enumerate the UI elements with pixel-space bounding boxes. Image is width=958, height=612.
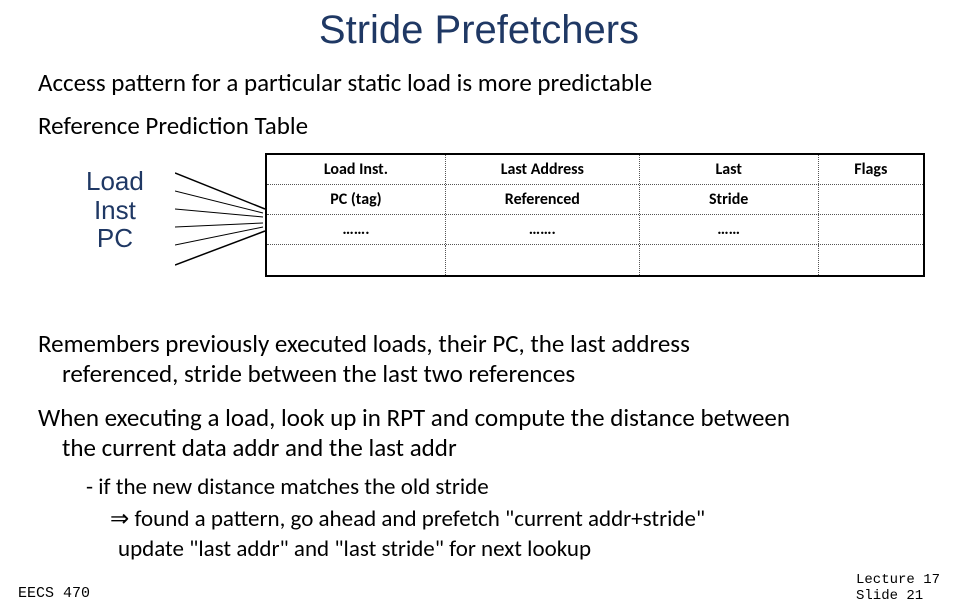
intro-line-1: Access pattern for a particular static l… — [0, 67, 958, 98]
footer-lecture: Lecture 17 — [856, 572, 940, 588]
para1-line-a: Remembers previously executed loads, the… — [38, 328, 690, 359]
implies-icon: ⇒ — [110, 505, 129, 531]
table-row — [267, 245, 923, 275]
intro-line-2: Reference Prediction Table — [0, 110, 958, 141]
col-subheader — [819, 185, 923, 214]
table-row: ……. ……. …… — [267, 215, 923, 245]
table-cell-empty — [819, 215, 923, 244]
col-subheader: PC (tag) — [267, 185, 446, 214]
paragraph-when-executing: When executing a load, look up in RPT an… — [0, 403, 958, 463]
load-label-1: Load — [86, 166, 144, 196]
table-cell-dots: ……. — [267, 215, 446, 244]
col-header: Flags — [819, 155, 923, 184]
sub-bullet-3: update "last addr" and "last stride" for… — [0, 535, 958, 563]
paragraph-remembers: Remembers previously executed loads, the… — [0, 329, 958, 389]
table-cell-dots: ……. — [446, 215, 640, 244]
table-cell-empty — [819, 245, 923, 275]
footer-course: EECS 470 — [18, 585, 90, 602]
load-label-2: Inst — [94, 195, 136, 225]
sub-bullet-1: - if the new distance matches the old st… — [0, 473, 958, 501]
sub-bullet-2: ⇒ found a pattern, go ahead and prefetch… — [0, 505, 958, 533]
table-row: PC (tag) Referenced Stride — [267, 185, 923, 215]
reference-prediction-table: Load Inst. Last Address Last Flags PC (t… — [265, 153, 925, 277]
table-row: Load Inst. Last Address Last Flags — [267, 155, 923, 185]
para2-line-b: the current data addr and the last addr — [38, 433, 938, 463]
funnel-icon — [175, 165, 270, 277]
para1-line-b: referenced, stride between the last two … — [38, 359, 928, 389]
slide-title: Stride Prefetchers — [0, 0, 958, 53]
col-subheader: Referenced — [446, 185, 640, 214]
footer-slide: Slide 21 — [856, 588, 923, 604]
table-cell-empty — [267, 245, 446, 275]
table-cell-empty — [446, 245, 640, 275]
load-inst-pc-label: Load Inst PC — [86, 167, 144, 253]
col-header: Last — [640, 155, 819, 184]
table-cell-dots: …… — [640, 215, 819, 244]
col-header: Last Address — [446, 155, 640, 184]
rpt-diagram: Load Inst PC Load Inst. Last Address Las… — [0, 147, 958, 307]
col-header: Load Inst. — [267, 155, 446, 184]
table-cell-empty — [640, 245, 819, 275]
load-label-3: PC — [97, 223, 133, 253]
para2-line-a: When executing a load, look up in RPT an… — [38, 402, 790, 433]
col-subheader: Stride — [640, 185, 819, 214]
footer-slide-info: Lecture 17 Slide 21 — [856, 573, 940, 604]
sub-bullet-2-text: found a pattern, go ahead and prefetch "… — [129, 505, 705, 533]
